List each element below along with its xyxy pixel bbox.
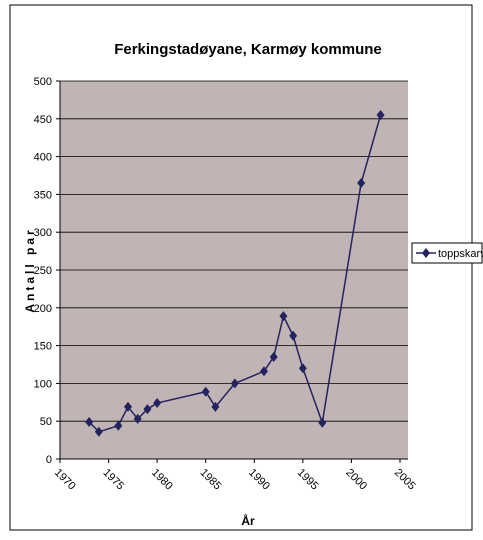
data-point	[269, 351, 278, 362]
legend-label: toppskarv	[438, 248, 483, 260]
series-line	[88, 114, 382, 433]
y-tick-label: 300	[34, 227, 52, 239]
data-point	[298, 363, 307, 374]
legend-marker	[422, 248, 430, 258]
y-tick-label: 0	[46, 454, 52, 466]
data-point	[211, 401, 220, 412]
x-axis-label: År	[241, 513, 255, 528]
y-tick-label: 400	[34, 152, 52, 164]
data-point	[94, 426, 103, 437]
data-point	[114, 420, 123, 431]
y-tick-label: 100	[34, 378, 52, 390]
y-tick-label: 150	[34, 341, 52, 353]
y-tick-label: 450	[34, 114, 52, 126]
y-tick-label: 250	[34, 265, 52, 277]
chart-title: Ferkingstadøyane, Karmøy kommune	[114, 41, 382, 58]
data-point	[230, 378, 239, 389]
data-point	[376, 110, 385, 121]
data-point	[318, 417, 327, 428]
data-point	[85, 416, 94, 427]
y-axis-label: Antall par	[23, 227, 37, 312]
data-point	[124, 401, 132, 412]
y-tick-label: 350	[34, 189, 52, 201]
data-point	[357, 178, 366, 189]
data-point	[279, 311, 288, 322]
data-point	[260, 366, 268, 377]
data-point	[133, 413, 142, 424]
data-point	[201, 386, 210, 397]
data-point	[153, 398, 162, 409]
data-point	[143, 404, 152, 415]
y-tick-label: 50	[40, 416, 52, 428]
y-tick-label: 200	[34, 303, 52, 315]
y-tick-label: 500	[34, 76, 52, 88]
data-point	[289, 330, 298, 341]
legend-box	[411, 242, 483, 264]
